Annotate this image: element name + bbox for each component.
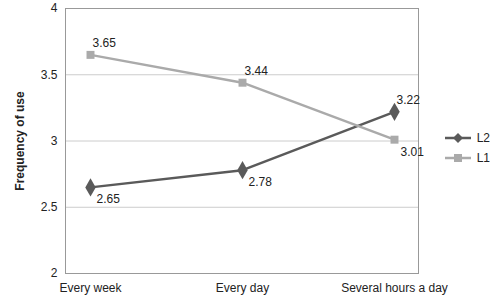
svg-text:2.5: 2.5 (41, 200, 58, 214)
svg-text:2.78: 2.78 (249, 175, 273, 189)
svg-text:3.22: 3.22 (397, 93, 421, 107)
svg-text:Frequency of use: Frequency of use (13, 91, 27, 191)
svg-text:2: 2 (51, 266, 58, 280)
svg-text:4: 4 (51, 1, 58, 15)
svg-text:Several hours a day: Several hours a day (341, 281, 448, 295)
svg-text:3.65: 3.65 (93, 36, 117, 50)
svg-text:Every day: Every day (216, 281, 269, 295)
html-text:L2: L2 (476, 131, 490, 145)
svg-text:2.65: 2.65 (97, 192, 121, 206)
svg-text:3.44: 3.44 (245, 64, 269, 78)
svg-text:3.01: 3.01 (401, 145, 425, 159)
svg-text:3.5: 3.5 (41, 68, 58, 82)
svg-text:Every week: Every week (59, 281, 122, 295)
html-text:L1: L1 (476, 151, 490, 165)
svg-text:3: 3 (51, 134, 58, 148)
